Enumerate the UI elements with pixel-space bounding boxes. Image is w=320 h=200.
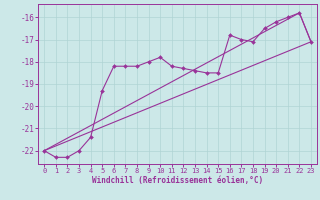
X-axis label: Windchill (Refroidissement éolien,°C): Windchill (Refroidissement éolien,°C): [92, 176, 263, 185]
